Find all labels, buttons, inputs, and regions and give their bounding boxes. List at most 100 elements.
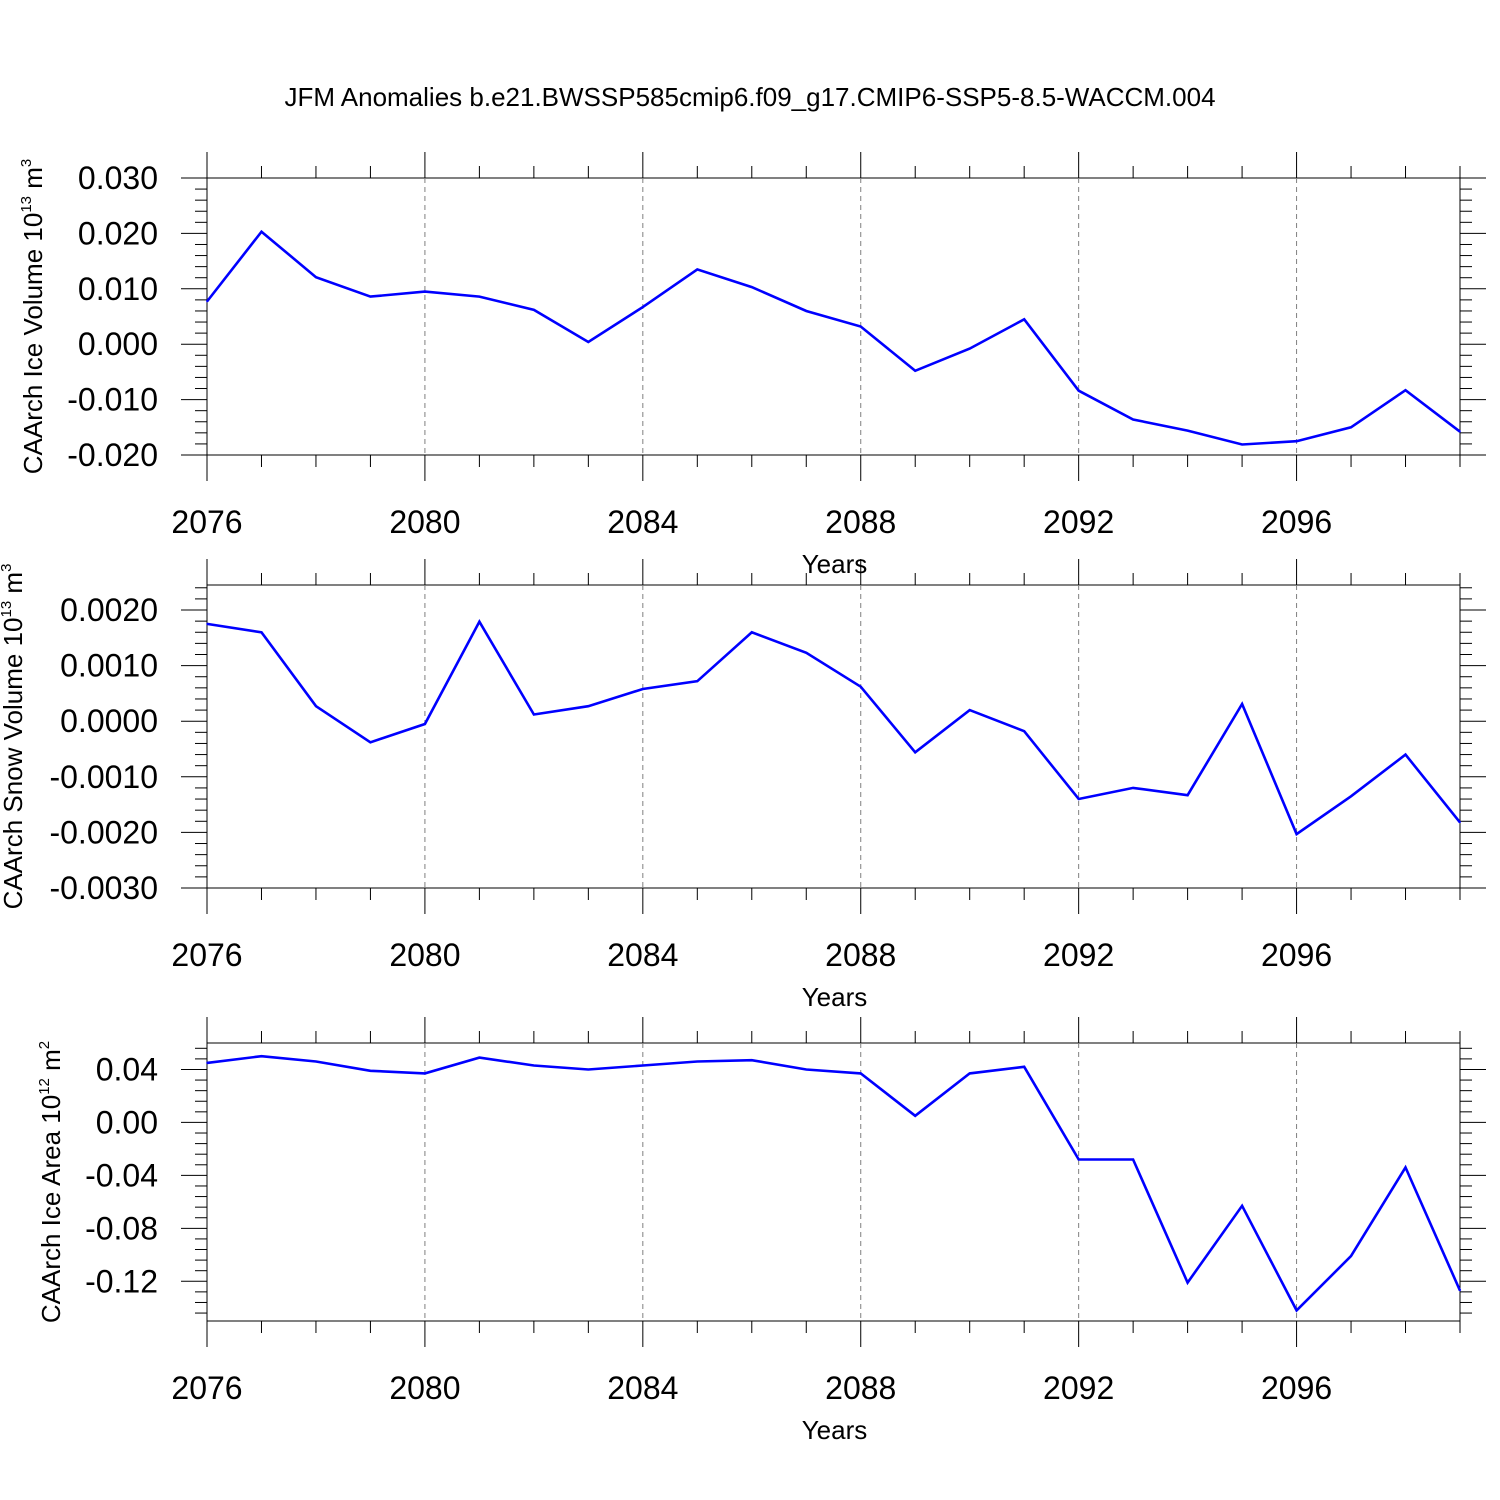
y-axis-title: CAArch Ice Volume 1013 m3: [18, 159, 48, 475]
data-point-2092: [1077, 389, 1080, 392]
plot-frame: [206, 177, 1461, 456]
data-point-2083: [587, 341, 590, 343]
data-point-2099: [1459, 821, 1461, 824]
data-line-1: [206, 1054, 1462, 1313]
data-point-2096: [1295, 440, 1298, 442]
y-tick-label: -0.0010: [49, 759, 158, 795]
x-axis-title: Years: [802, 1415, 868, 1445]
y-tick-label: 0.00: [96, 1104, 158, 1140]
x-tick-label: 2080: [389, 504, 460, 540]
x-tick-label: 2088: [825, 504, 896, 540]
data-point-2083: [587, 1068, 590, 1071]
x-tick-label: 2080: [389, 937, 460, 973]
y-axis-title-unit-exponent: 3: [18, 159, 35, 167]
data-point-2085: [696, 268, 699, 271]
data-point-2086: [750, 631, 753, 634]
y-axis-title-main: CAArch Ice Area 10: [36, 1095, 66, 1323]
data-point-2092: [1077, 1158, 1080, 1161]
data-point-2077: [260, 1055, 263, 1058]
y-tick-label: 0.010: [78, 271, 158, 307]
x-tick-label: 2096: [1261, 1370, 1332, 1406]
data-point-2085: [696, 680, 699, 682]
data-point-2095: [1241, 1205, 1243, 1207]
y-axis-title: CAArch Ice Area 1012 m2: [36, 1041, 66, 1323]
y-axis-title-unit: m: [0, 572, 28, 601]
data-point-2080: [424, 290, 426, 293]
data-point-2081: [478, 620, 481, 623]
y-tick-label: -0.010: [67, 382, 158, 418]
data-point-2079: [369, 295, 372, 298]
data-point-2076: [206, 300, 208, 303]
data-point-2093: [1132, 418, 1134, 421]
x-tick-label: 2084: [607, 1370, 678, 1406]
data-point-2095: [1241, 703, 1243, 705]
data-point-2089: [914, 751, 917, 754]
data-point-2098: [1404, 753, 1407, 756]
data-point-2084: [642, 1064, 644, 1067]
x-tick-label: 2092: [1043, 1370, 1114, 1406]
data-point-2076: [206, 623, 208, 625]
data-point-2096: [1295, 833, 1298, 835]
data-line-1: [205, 229, 1461, 446]
data-point-2091: [1023, 730, 1025, 733]
y-axis-title-unit-exponent: 2: [36, 1041, 53, 1049]
plot-frame: [206, 584, 1461, 889]
data-point-2078: [315, 705, 317, 707]
data-point-2084: [642, 306, 644, 308]
x-axis-title: Years: [802, 982, 868, 1012]
data-point-2086: [750, 1059, 753, 1062]
data-point-2097: [1350, 1255, 1352, 1257]
data-point-2098: [1404, 389, 1407, 391]
data-point-2082: [533, 713, 535, 716]
data-line-1: [206, 619, 1462, 837]
data-point-2090: [968, 709, 971, 711]
data-point-2094: [1186, 429, 1189, 432]
data-point-2084: [642, 688, 644, 690]
x-tick-label: 2092: [1043, 504, 1114, 540]
data-point-2083: [587, 705, 590, 707]
figure-title: JFM Anomalies b.e21.BWSSP585cmip6.f09_g1…: [284, 82, 1215, 112]
data-point-2087: [805, 310, 808, 312]
data-point-2093: [1132, 787, 1134, 789]
y-tick-label: -0.12: [85, 1263, 158, 1299]
y-axis-title-main: CAArch Ice Volume 10: [18, 213, 48, 475]
data-point-2081: [478, 1056, 481, 1059]
data-point-2086: [750, 286, 753, 288]
data-point-2093: [1132, 1158, 1134, 1161]
y-tick-label: -0.020: [67, 437, 158, 473]
chart-panel-1: 2076 2080 2084 2088 2092 2096 Years 0.030 0.020 0…: [18, 152, 1486, 579]
data-point-2082: [533, 1064, 535, 1067]
y-tick-label: 0.030: [78, 160, 158, 196]
data-point-2085: [696, 1060, 699, 1063]
data-point-2097: [1350, 795, 1352, 798]
y-axis-title-exponent: 13: [0, 601, 15, 618]
data-point-2094: [1186, 794, 1189, 796]
data-point-2087: [805, 1068, 808, 1071]
x-tick-label: 2084: [607, 937, 678, 973]
data-point-2090: [968, 347, 971, 350]
data-point-2077: [260, 631, 263, 634]
x-tick-label: 2092: [1043, 937, 1114, 973]
data-point-2082: [533, 309, 535, 311]
x-tick-label: 2088: [825, 937, 896, 973]
data-point-2078: [315, 1060, 317, 1063]
chart-panel-2: 2076 2080 2084 2088 2092 2096 Years 0.0020 0.001…: [0, 559, 1486, 1012]
y-tick-label: 0.020: [78, 215, 158, 251]
data-point-2080: [424, 1072, 426, 1075]
y-tick-label: -0.0020: [49, 814, 158, 850]
data-point-2091: [1023, 1066, 1025, 1068]
x-tick-label: 2096: [1261, 504, 1332, 540]
data-point-2096: [1295, 1309, 1298, 1312]
data-point-2091: [1023, 318, 1025, 321]
data-point-2088: [859, 325, 862, 328]
y-tick-label: 0.04: [96, 1051, 158, 1087]
x-tick-label: 2088: [825, 1370, 896, 1406]
data-point-2099: [1459, 1289, 1461, 1292]
x-tick-label: 2076: [171, 504, 242, 540]
panels: 2076 2080 2084 2088 2092 2096 Years 0.030 0.020 0…: [0, 152, 1486, 1445]
data-point-2087: [805, 652, 808, 654]
y-tick-label: -0.08: [85, 1210, 158, 1246]
data-point-2079: [369, 741, 372, 744]
